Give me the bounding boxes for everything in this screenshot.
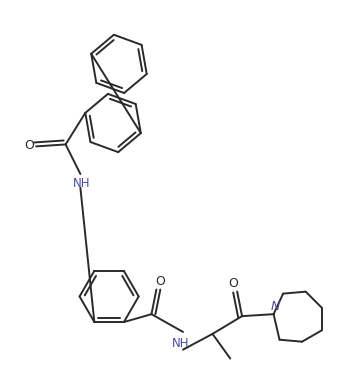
Text: N: N: [271, 300, 280, 313]
Text: NH: NH: [172, 337, 190, 350]
Text: O: O: [155, 275, 165, 288]
Text: O: O: [24, 139, 34, 152]
Text: O: O: [228, 277, 238, 290]
Text: NH: NH: [73, 177, 90, 190]
